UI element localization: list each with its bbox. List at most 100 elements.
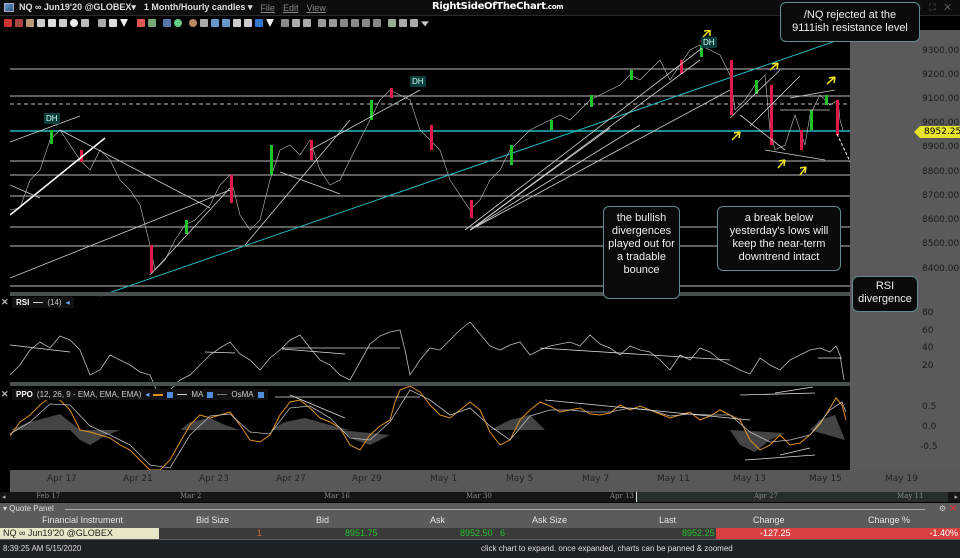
price-chart[interactable] — [10, 30, 850, 470]
mountain-icon[interactable] — [163, 19, 171, 27]
rsi-tick: 60 — [922, 326, 934, 336]
circle-icon[interactable] — [70, 19, 78, 27]
rsi-settings-icon[interactable]: ◂ — [65, 298, 70, 307]
close-ppo-panel-button[interactable]: ✕ — [1, 389, 9, 399]
ma-visible-checkbox[interactable] — [207, 391, 214, 398]
ppo-tick: -0.5 — [920, 442, 938, 452]
nav-tick: Feb 17 — [36, 492, 61, 500]
status-bar: 8:39:25 AM 5/15/2020 click chart to expa… — [0, 540, 960, 558]
x-tick: May 11 — [657, 474, 690, 484]
menu-view[interactable]: View — [306, 2, 326, 13]
quote-panel-title[interactable]: ▾ Quote Panel — [3, 504, 54, 513]
horizontal-levels — [10, 68, 850, 287]
col-financial-instrument[interactable]: Financial Instrument — [42, 515, 124, 525]
bars-icon[interactable] — [148, 19, 156, 27]
detach-panel-icon[interactable]: ⚙ — [938, 504, 946, 513]
price-axis[interactable]: 9300.00 9200.00 9100.00 9000.00 8900.00 … — [850, 30, 960, 470]
zoom-out-icon[interactable] — [329, 19, 337, 27]
rsi-panel-divider[interactable] — [10, 292, 850, 296]
rising-trendline — [99, 35, 850, 297]
indicator-icon[interactable] — [174, 19, 182, 27]
line-tool-icon[interactable] — [292, 19, 300, 27]
redo-icon[interactable] — [244, 19, 252, 27]
scroll-right-icon[interactable]: ▸ — [954, 494, 958, 501]
osma-line-swatch — [217, 394, 228, 395]
nav-tick: Mar 2 — [180, 492, 202, 500]
grid-icon[interactable] — [37, 19, 45, 27]
dh-label-3: DH — [701, 37, 717, 48]
pointer-icon[interactable] — [200, 19, 208, 27]
fit-icon[interactable] — [373, 19, 381, 27]
ppo-settings-icon[interactable]: ◂ — [145, 390, 150, 399]
time-axis[interactable]: Apr 17 Apr 21 Apr 23 Apr 27 Apr 29 May 1… — [10, 470, 850, 492]
quote-change-cell: -127.25 -1.40% — [716, 528, 960, 539]
quote-instrument: NQ ∞ Jun19'20 @GLOBEX — [0, 528, 159, 539]
y-tick: 9100.00 — [922, 94, 960, 104]
quote-last: 8952.25 — [682, 528, 715, 538]
col-last[interactable]: Last — [659, 515, 677, 525]
col-ask[interactable]: Ask — [430, 515, 446, 525]
time-navigator[interactable]: ◂ Feb 17 Mar 2 Mar 16 Mar 30 Apr 13 Apr … — [0, 492, 960, 502]
y-tick: 9200.00 — [922, 70, 960, 80]
palette-icon[interactable] — [388, 19, 396, 27]
layout-icon[interactable] — [98, 19, 106, 27]
col-ask-size[interactable]: Ask Size — [532, 515, 568, 525]
more-dropdown-icon[interactable] — [421, 21, 429, 27]
marker-icon[interactable] — [266, 19, 274, 27]
ppo-tick: 0.0 — [922, 422, 937, 432]
window-controls[interactable]: = ⛶ ✕ — [915, 2, 954, 12]
col-change[interactable]: Change — [753, 515, 785, 525]
rsi-legend: RSI (14) ◂ — [12, 297, 74, 308]
ma-line-swatch — [177, 394, 188, 395]
y-tick: 8500.00 — [922, 239, 960, 249]
drawing-toolbar — [0, 16, 960, 30]
edit-icon[interactable] — [59, 19, 67, 27]
nav-tick: Apr 27 — [754, 492, 779, 500]
quote-row[interactable]: NQ ∞ Jun19'20 @GLOBEX 1 8951.75 8952.50 … — [0, 528, 960, 539]
zoom-in-icon[interactable] — [318, 19, 326, 27]
table-icon[interactable] — [109, 19, 117, 27]
ppo-panel-divider[interactable] — [10, 382, 850, 386]
arrow-icon[interactable] — [255, 19, 263, 27]
brand-suffix: .com — [545, 3, 564, 11]
note-icon[interactable] — [222, 19, 230, 27]
ppo-tick: 0.5 — [922, 402, 937, 412]
col-bid-size[interactable]: Bid Size — [196, 515, 230, 525]
nav-tick: May 11 — [897, 492, 924, 500]
navigator-window-handle[interactable] — [636, 492, 948, 502]
menu-edit[interactable]: Edit — [282, 2, 299, 13]
y-tick: 9300.00 — [922, 46, 960, 56]
trendline-icon[interactable] — [137, 19, 145, 27]
image-icon[interactable] — [81, 19, 89, 27]
crosshair-icon[interactable] — [15, 19, 23, 27]
close-panel-icon[interactable]: ✕ — [949, 503, 957, 513]
scroll-left-icon[interactable]: ◂ — [2, 494, 6, 501]
time-axis-extension: May 19 — [850, 470, 960, 492]
close-rsi-panel-button[interactable]: ✕ — [1, 297, 9, 307]
expand-icon[interactable] — [351, 19, 359, 27]
timeframe-selector[interactable]: 1 Month/Hourly candles ▾ — [143, 2, 253, 12]
ppo-visible-checkbox[interactable] — [167, 391, 174, 398]
menu-file[interactable]: File — [260, 2, 275, 13]
refresh-icon[interactable] — [399, 19, 407, 27]
brand-watermark: RightSideOfTheChart.com — [432, 1, 564, 12]
text-icon[interactable] — [211, 19, 219, 27]
x-tick: Apr 21 — [123, 474, 153, 484]
fib-icon[interactable] — [281, 19, 289, 27]
print-icon[interactable] — [48, 19, 56, 27]
col-change-pct[interactable]: Change % — [868, 515, 911, 525]
wrench-icon[interactable] — [410, 19, 418, 27]
channel-icon[interactable] — [303, 19, 311, 27]
close-icon[interactable] — [4, 19, 12, 27]
undo-icon[interactable] — [233, 19, 241, 27]
symbol-selector[interactable]: NQ ∞ Jun19'20 @GLOBEX▾ — [19, 2, 136, 12]
col-bid[interactable]: Bid — [316, 515, 330, 525]
target-icon[interactable] — [189, 19, 197, 27]
center-icon[interactable] — [362, 19, 370, 27]
osma-visible-checkbox[interactable] — [257, 391, 264, 398]
filter-icon[interactable] — [120, 19, 128, 27]
rsi-params: (14) — [47, 298, 62, 307]
hand-icon[interactable] — [26, 19, 34, 27]
rsi-tick: 40 — [922, 343, 934, 353]
shrink-icon[interactable] — [340, 19, 348, 27]
